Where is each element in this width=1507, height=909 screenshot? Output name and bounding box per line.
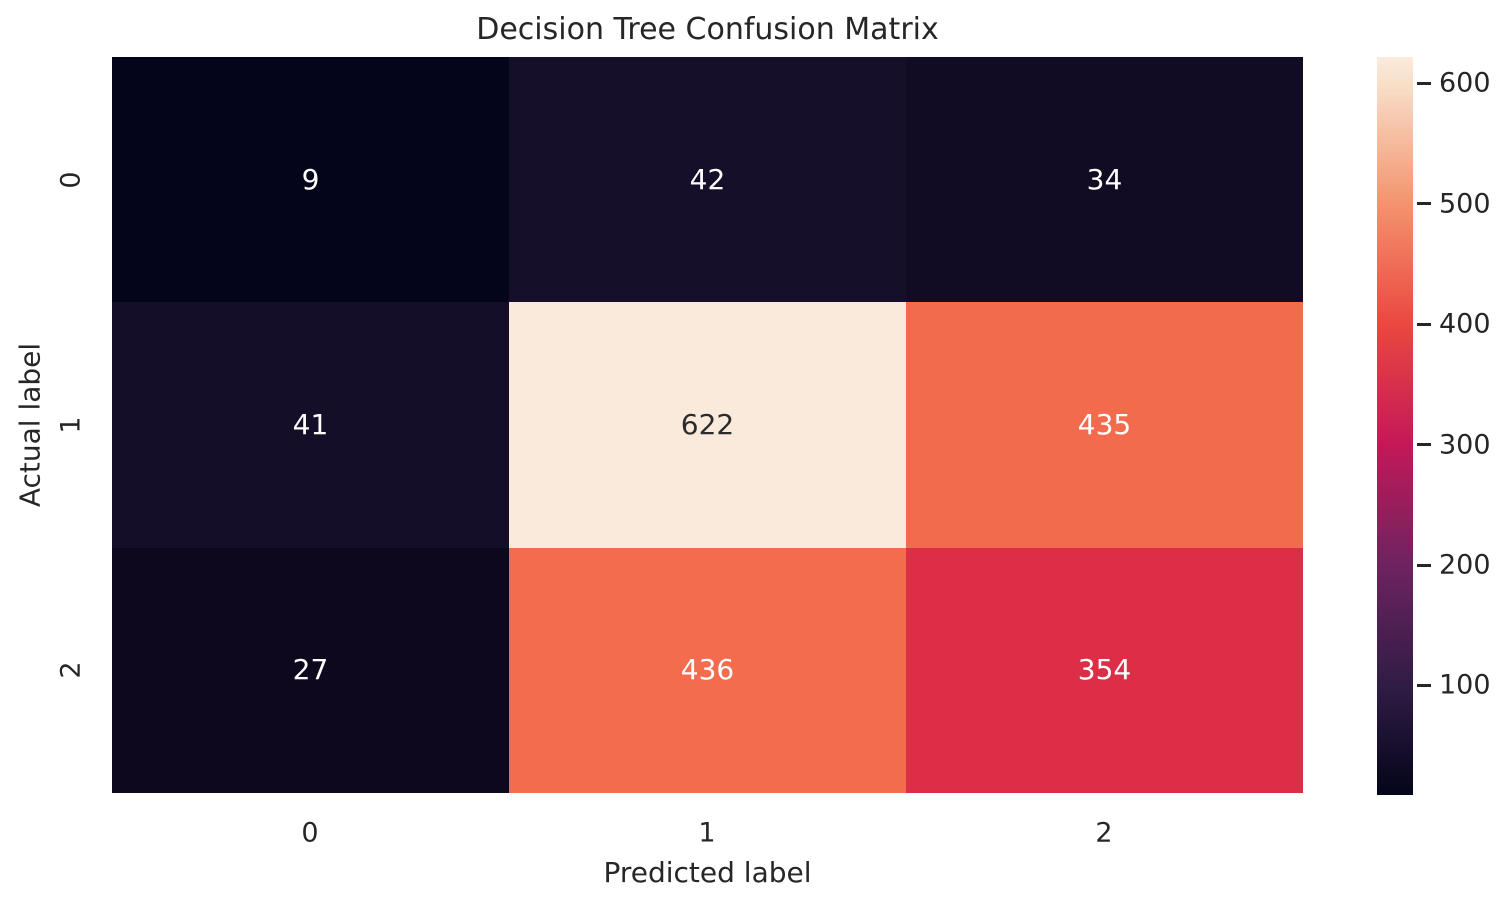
heatmap-cell-r0c0: 9 [112,57,509,303]
y-tick-label-2: 2 [55,661,87,679]
colorbar-tick-label: 500 [1439,188,1491,220]
cell-value: 41 [292,407,329,441]
cell-value: 435 [1077,407,1132,441]
cell-value: 27 [292,653,329,687]
colorbar-tick-label: 200 [1439,549,1491,581]
heatmap-cell-r1c1: 622 [509,302,906,548]
colorbar-tick-mark [1417,202,1431,206]
cell-value: 42 [689,162,726,196]
cell-value: 34 [1086,162,1123,196]
heatmap-cell-r1c0: 41 [112,302,509,548]
cell-value: 436 [680,653,735,687]
colorbar-ticks: 600 500 400 300 200 100 [1377,57,1507,795]
colorbar-tick-label: 400 [1439,308,1491,340]
heatmap-cell-r2c0: 27 [112,547,509,793]
colorbar-tick-label: 600 [1439,67,1491,99]
cell-value: 622 [680,407,735,441]
colorbar-tick-label: 300 [1439,429,1491,461]
heatmap-cell-r0c1: 42 [509,57,906,303]
colorbar-tick-label: 100 [1439,669,1491,701]
x-tick-label-0: 0 [301,817,319,849]
x-tick-label-1: 1 [698,817,716,849]
colorbar-tick-mark [1417,81,1431,85]
chart-title: Decision Tree Confusion Matrix [476,12,939,47]
colorbar-tick-mark [1417,563,1431,567]
heatmap-cell-r1c2: 435 [906,302,1303,548]
y-tick-label-1: 1 [55,416,87,434]
heatmap-cell-r2c2: 354 [906,547,1303,793]
heatmap-cell-r0c2: 34 [906,57,1303,303]
heatmap-grid: 9 42 34 41 622 435 27 436 354 [112,57,1303,793]
cell-value: 9 [301,162,320,196]
cell-value: 354 [1077,653,1132,687]
colorbar-tick-mark [1417,683,1431,687]
colorbar-tick-mark [1417,443,1431,447]
x-axis-label: Predicted label [603,856,812,889]
colorbar-gradient [1377,57,1413,795]
x-tick-label-2: 2 [1095,817,1113,849]
heatmap-cell-r2c1: 436 [509,547,906,793]
colorbar-tick-mark [1417,322,1431,326]
y-axis-label: Actual label [13,342,47,508]
y-tick-label-0: 0 [55,171,87,189]
